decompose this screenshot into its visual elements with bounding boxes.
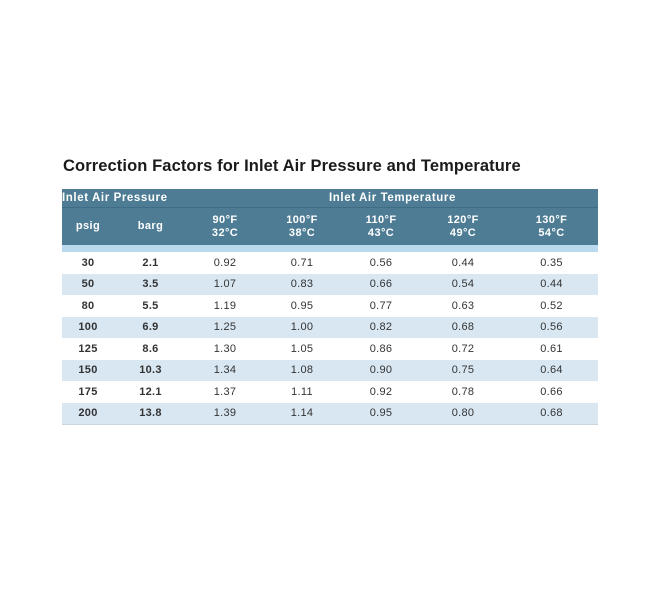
factor-cell: 1.07 [187,273,264,295]
psig-cell: 200 [62,402,114,425]
celsius-label: 43°C [367,226,395,239]
celsius-label: 32°C [211,226,239,239]
fahrenheit-label: 120°F [447,214,479,226]
group-header-pressure: Inlet Air Pressure [62,189,188,208]
factor-cell: 1.34 [187,359,264,381]
psig-cell: 150 [62,359,114,381]
factor-cell: 1.25 [187,316,264,338]
factor-cell: 1.11 [263,381,342,403]
factor-cell: 0.63 [421,295,506,317]
table-row: 150 10.3 1.34 1.08 0.90 0.75 0.64 [62,359,598,381]
table-row: 80 5.5 1.19 0.95 0.77 0.63 0.52 [62,295,598,317]
column-header-psig: psig [62,207,114,245]
table-row: 125 8.6 1.30 1.05 0.86 0.72 0.61 [62,338,598,360]
factor-cell: 0.80 [421,402,506,425]
fahrenheit-label: 90°F [212,214,238,226]
column-header-barg: barg [114,207,188,245]
factor-cell: 0.90 [341,359,422,381]
barg-cell: 2.1 [114,252,188,274]
group-header-temperature: Inlet Air Temperature [187,189,598,208]
factor-cell: 0.56 [505,316,598,338]
psig-cell: 30 [62,252,114,274]
column-header-temp-90f: 90°F 32°C [187,207,264,245]
factor-cell: 0.64 [505,359,598,381]
psig-cell: 175 [62,381,114,403]
barg-cell: 8.6 [114,338,188,360]
factor-cell: 0.35 [505,252,598,274]
fahrenheit-label: 100°F [286,214,318,226]
factor-cell: 0.92 [341,381,422,403]
group-header-row: Inlet Air Pressure Inlet Air Temperature [62,189,598,208]
factor-cell: 0.95 [263,295,342,317]
factor-cell: 0.77 [341,295,422,317]
factor-cell: 1.30 [187,338,264,360]
barg-cell: 13.8 [114,402,188,425]
factor-cell: 0.68 [421,316,506,338]
factor-cell: 0.68 [505,402,598,425]
factor-cell: 0.44 [421,252,506,274]
fahrenheit-label: 130°F [535,214,568,226]
spacer-band-row [62,245,598,252]
factor-cell: 1.39 [187,402,264,425]
factor-cell: 1.05 [263,338,342,360]
factor-cell: 0.52 [505,295,598,317]
table-row: 175 12.1 1.37 1.11 0.92 0.78 0.66 [62,381,598,403]
column-header-row: psig barg 90°F 32°C 100°F 38°C 110°F 43°C 1… [62,207,598,245]
factor-cell: 1.14 [263,402,342,425]
factor-cell: 1.08 [263,359,342,381]
factor-cell: 0.95 [341,402,422,425]
psig-cell: 100 [62,316,114,338]
barg-cell: 10.3 [114,359,188,381]
celsius-label: 54°C [538,226,565,239]
table-row: 30 2.1 0.92 0.71 0.56 0.44 0.35 [62,252,598,274]
psig-cell: 80 [62,295,114,317]
psig-cell: 125 [62,338,114,360]
barg-cell: 6.9 [114,316,188,338]
column-header-temp-130f: 130°F 54°C [505,207,598,245]
fahrenheit-label: 110°F [365,214,397,226]
factor-cell: 0.66 [505,381,598,403]
factor-cell: 0.92 [187,252,264,274]
spacer-band [62,245,598,252]
column-header-temp-100f: 100°F 38°C [263,207,342,245]
table-row: 50 3.5 1.07 0.83 0.66 0.54 0.44 [62,273,598,295]
column-header-temp-120f: 120°F 49°C [421,207,506,245]
factor-cell: 0.71 [263,252,342,274]
celsius-label: 49°C [449,226,477,239]
factor-cell: 0.56 [341,252,422,274]
celsius-label: 38°C [288,226,316,239]
psig-cell: 50 [62,273,114,295]
correction-factors-table: Inlet Air Pressure Inlet Air Temperature… [62,189,598,425]
table-row: 200 13.8 1.39 1.14 0.95 0.80 0.68 [62,402,598,425]
barg-cell: 5.5 [114,295,188,317]
barg-cell: 3.5 [114,273,188,295]
page-title: Correction Factors for Inlet Air Pressur… [63,157,521,175]
factor-cell: 1.00 [263,316,342,338]
factor-cell: 0.72 [421,338,506,360]
factor-cell: 0.54 [421,273,506,295]
factor-cell: 1.19 [187,295,264,317]
barg-cell: 12.1 [114,381,188,403]
factor-cell: 1.37 [187,381,264,403]
factor-cell: 0.78 [421,381,506,403]
factor-cell: 0.75 [421,359,506,381]
factor-cell: 0.86 [341,338,422,360]
column-header-temp-110f: 110°F 43°C [341,207,422,245]
factor-cell: 0.66 [341,273,422,295]
factor-cell: 0.83 [263,273,342,295]
factor-cell: 0.44 [505,273,598,295]
factor-cell: 0.61 [505,338,598,360]
table-row: 100 6.9 1.25 1.00 0.82 0.68 0.56 [62,316,598,338]
factor-cell: 0.82 [341,316,422,338]
